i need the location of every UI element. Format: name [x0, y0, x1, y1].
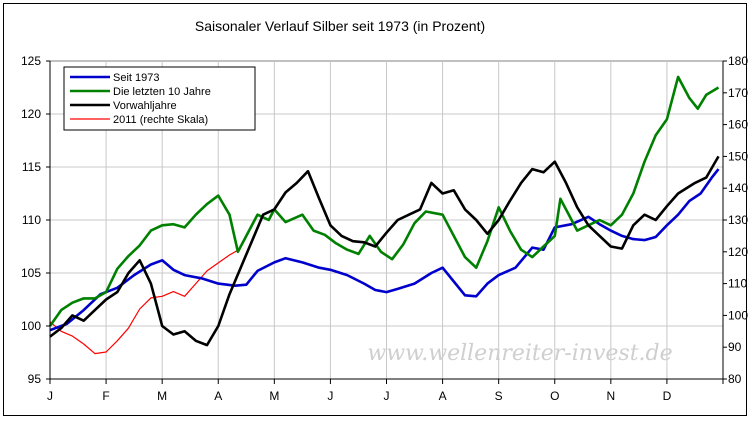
- right-tick-label: 180: [728, 54, 748, 68]
- x-tick-label: A: [214, 389, 222, 403]
- x-tick-label: M: [157, 389, 167, 403]
- x-tick-label: N: [606, 389, 615, 403]
- right-tick-label: 160: [728, 118, 748, 132]
- x-tick-label: D: [663, 389, 672, 403]
- right-tick-label: 120: [728, 245, 748, 259]
- right-tick-label: 170: [728, 86, 748, 100]
- series-layer: [48, 75, 720, 355]
- left-tick-label: 110: [22, 213, 41, 227]
- left-tick-label: 115: [22, 160, 41, 174]
- x-tick-label: S: [495, 389, 503, 403]
- watermark-layer: www.wellenreiter-invest.de: [367, 341, 672, 366]
- left-y-axis: 95 100 105 110 115 120 125: [21, 54, 51, 386]
- chart-title: Saisonaler Verlauf Silber seit 1973 (in …: [195, 18, 485, 34]
- legend-label: Die letzten 10 Jahre: [113, 86, 211, 98]
- series-line: [49, 155, 720, 347]
- x-tick-label: J: [327, 389, 333, 403]
- legend-label: Vorwahljahre: [113, 100, 177, 112]
- left-tick-label: 125: [21, 54, 41, 68]
- grid-lines: [50, 61, 723, 379]
- right-tick-label: 100: [728, 308, 748, 322]
- right-tick-label: 110: [728, 277, 747, 291]
- series-line: [48, 75, 720, 327]
- x-tick-label: O: [550, 389, 559, 403]
- left-tick-label: 100: [21, 319, 41, 333]
- right-y-axis: 80 90 100 110 120 130 140 150 160 170 180: [722, 54, 748, 386]
- watermark-text: www.wellenreiter-invest.de: [367, 341, 672, 366]
- right-tick-label: 80: [728, 372, 742, 386]
- chart-outer-border: [3, 3, 747, 416]
- legend-label: Seit 1973: [113, 72, 159, 84]
- x-tick-label: J: [47, 389, 53, 403]
- legend: Seit 1973 Die letzten 10 Jahre Vorwahljahr…: [63, 66, 256, 131]
- left-tick-label: 120: [21, 107, 41, 121]
- x-tick-label: F: [102, 389, 109, 403]
- x-tick-label: J: [384, 389, 390, 403]
- left-tick-label: 95: [28, 372, 42, 386]
- x-tick-label: A: [439, 389, 447, 403]
- right-tick-label: 90: [728, 340, 742, 354]
- left-tick-label: 105: [21, 266, 41, 280]
- right-tick-label: 140: [728, 181, 748, 195]
- x-tick-label: M: [269, 389, 279, 403]
- right-tick-label: 130: [728, 213, 748, 227]
- series-line: [49, 168, 720, 332]
- legend-label: 2011 (rechte Skala): [113, 114, 208, 126]
- series-line: [49, 248, 241, 355]
- right-tick-label: 150: [728, 149, 748, 163]
